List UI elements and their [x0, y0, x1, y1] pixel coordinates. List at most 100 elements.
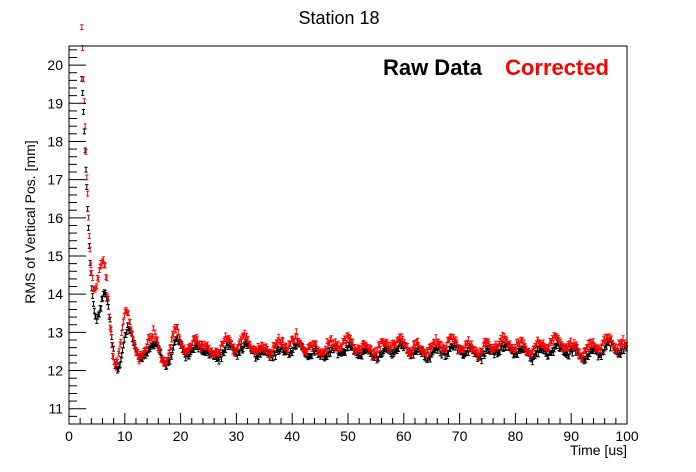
y-tick-label: 13: [47, 324, 63, 340]
data-point: [373, 353, 377, 359]
data-point: [547, 345, 551, 352]
data-point: [118, 362, 122, 368]
x-tick-label: 80: [508, 428, 524, 444]
x-tick-label: 0: [65, 428, 73, 444]
data-point: [310, 346, 314, 352]
data-point: [84, 166, 88, 173]
data-point: [88, 246, 92, 253]
plot-frame: [68, 45, 628, 425]
data-point: [128, 319, 132, 325]
y-tick-label: 20: [47, 57, 63, 73]
data-point: [114, 364, 118, 371]
data-point: [150, 333, 155, 340]
data-point: [121, 318, 126, 325]
data-point: [86, 224, 91, 231]
data-point: [344, 339, 348, 346]
data-point: [192, 347, 196, 354]
data-point: [387, 341, 391, 348]
y-tick-label: 15: [47, 248, 63, 264]
data-point: [586, 340, 590, 346]
data-point: [243, 329, 247, 336]
data-point: [520, 337, 525, 344]
data-point: [111, 345, 116, 352]
data-point: [286, 347, 290, 354]
data-point: [85, 184, 89, 190]
data-point: [294, 328, 298, 335]
data-point: [265, 345, 269, 352]
data-point: [175, 324, 180, 330]
data-point: [90, 285, 94, 292]
data-point: [329, 335, 333, 342]
data-point: [314, 340, 318, 347]
data-point: [385, 339, 389, 346]
x-axis-label: Time [us]: [570, 442, 627, 458]
data-point: [397, 346, 401, 353]
data-point: [96, 276, 101, 283]
data-point: [121, 342, 126, 349]
series-1: [80, 24, 629, 371]
data-point: [310, 353, 314, 360]
x-tick-label: 100: [615, 428, 639, 444]
y-tick-label: 18: [47, 133, 63, 149]
data-point: [411, 346, 415, 353]
data-point: [90, 269, 94, 276]
data-point: [92, 307, 96, 314]
data-point: [462, 347, 466, 353]
data-point: [120, 347, 125, 354]
data-point: [95, 283, 99, 290]
data-point: [86, 190, 90, 197]
x-tick-label: 40: [284, 428, 300, 444]
x-tick-label: 90: [563, 428, 579, 444]
x-tick-label: 50: [340, 428, 356, 444]
y-tick-label: 14: [47, 286, 63, 302]
data-point: [333, 338, 338, 345]
y-tick-label: 12: [47, 363, 63, 379]
data-point: [81, 109, 86, 115]
plot-area: [80, 24, 629, 374]
data-point: [84, 149, 88, 155]
y-tick-label: 11: [48, 401, 63, 417]
data-point: [103, 262, 107, 269]
y-axis-label: RMS of Vertical Pos. [mm]: [22, 140, 38, 303]
data-point: [378, 345, 382, 352]
data-point: [106, 295, 111, 302]
data-point: [170, 353, 174, 360]
legend-corrected: Corrected: [505, 55, 609, 80]
data-point: [551, 339, 555, 346]
x-tick-label: 20: [173, 428, 189, 444]
data-point: [198, 340, 202, 347]
data-point: [83, 123, 87, 130]
data-point: [137, 358, 141, 365]
data-point: [81, 90, 85, 96]
data-point: [151, 325, 155, 332]
data-point: [106, 303, 111, 310]
data-point: [120, 324, 125, 331]
data-point: [91, 293, 95, 299]
data-point: [610, 340, 614, 346]
series-0: [80, 76, 629, 374]
data-point: [500, 339, 504, 345]
data-point: [476, 349, 481, 356]
data-point: [110, 334, 114, 341]
data-point: [375, 352, 379, 359]
data-point: [133, 341, 137, 348]
data-point: [126, 310, 130, 316]
x-tick-label: 70: [452, 428, 468, 444]
data-point: [81, 76, 86, 83]
data-point: [85, 174, 89, 181]
data-point: [169, 344, 173, 350]
data-point: [231, 348, 235, 355]
data-point: [584, 357, 588, 364]
data-point: [504, 344, 508, 351]
y-axis: 11 12 13 14 15 16 17 18 19 20: [47, 49, 86, 425]
chart-title: Station 18: [298, 8, 379, 28]
y-tick-label: 16: [47, 210, 63, 226]
x-tick-label: 60: [396, 428, 412, 444]
data-point: [125, 329, 129, 336]
data-point: [109, 329, 113, 336]
data-point: [219, 356, 224, 363]
data-point: [620, 341, 624, 347]
data-point: [575, 344, 579, 351]
x-tick-label: 10: [117, 428, 133, 444]
